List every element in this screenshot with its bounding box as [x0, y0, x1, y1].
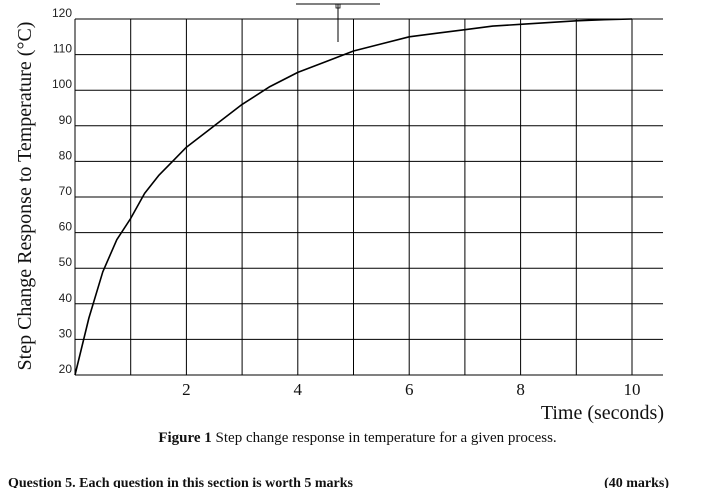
question-marks: (40 marks) — [604, 476, 669, 488]
x-axis-title: Time (seconds) — [541, 402, 664, 424]
y-tick-label: 40 — [59, 291, 73, 305]
x-tick-label: 10 — [624, 380, 641, 399]
annotation-marker — [296, 3, 380, 42]
question-text: Question 5. Each question in this sectio… — [8, 476, 353, 488]
x-tick-label: 6 — [405, 380, 414, 399]
x-tick-label: 4 — [294, 380, 303, 399]
y-tick-label: 100 — [52, 77, 72, 91]
figure-caption-text: Step change response in temperature for … — [211, 430, 557, 446]
y-tick-label: 80 — [59, 148, 73, 162]
y-tick-label: 110 — [53, 42, 72, 56]
series-line — [74, 18, 633, 376]
figure-label: Figure 1 — [158, 430, 212, 446]
y-tick-label: 20 — [59, 362, 73, 376]
y-tick-label: 30 — [59, 326, 73, 340]
x-tick-label: 8 — [516, 380, 525, 399]
figure-caption: Figure 1 Step change response in tempera… — [0, 430, 715, 447]
y-tick-label: 50 — [59, 255, 73, 269]
data-series — [74, 18, 633, 376]
y-axis-title: Step Change Response to Temperature (°C) — [14, 22, 36, 371]
question-header: Question 5. Each question in this sectio… — [8, 476, 715, 488]
y-tick-label: 120 — [52, 6, 72, 20]
grid-lines — [74, 18, 663, 376]
y-tick-label: 60 — [59, 220, 73, 234]
y-tick-label: 90 — [59, 113, 73, 127]
y-tick-label: 70 — [59, 184, 73, 198]
x-tick-labels: 2 4 6 8 10 — [182, 380, 640, 399]
y-tick-labels: 20 30 40 50 60 70 80 90 100 110 120 — [52, 6, 72, 376]
x-tick-label: 2 — [182, 380, 191, 399]
